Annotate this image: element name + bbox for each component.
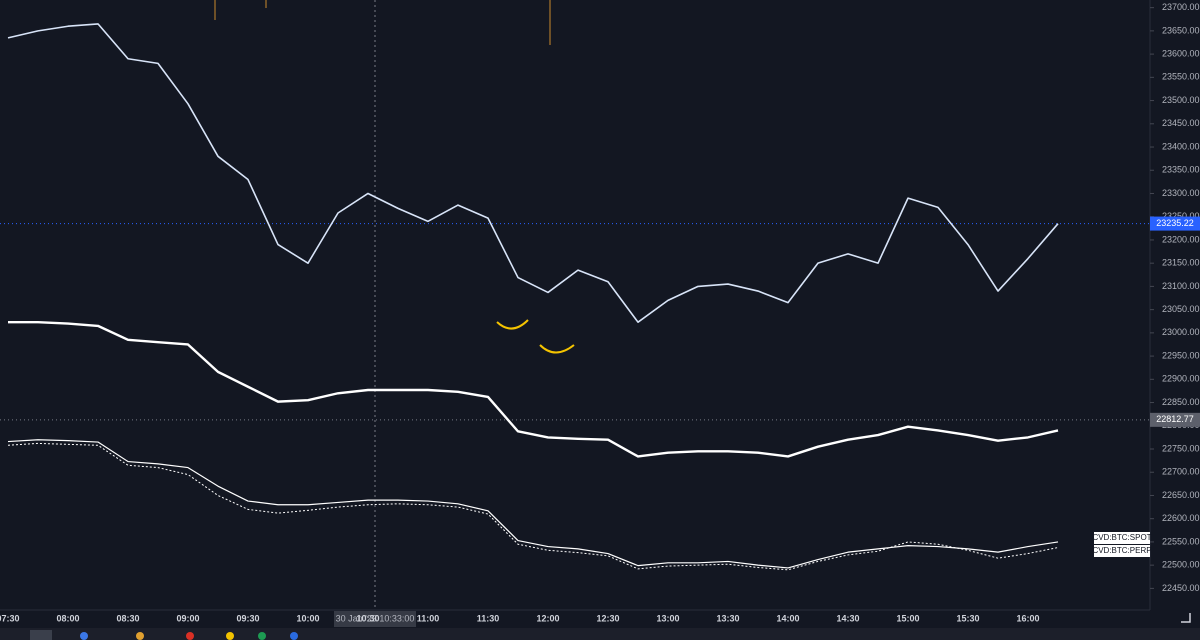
price-label-box — [1150, 216, 1200, 231]
plot — [0, 23, 1150, 571]
y-tick-label: 22700.00 — [1162, 467, 1200, 477]
x-tick-label: 10:30 — [356, 613, 379, 623]
crosshair-label: 30 Jan '23 10:33:00 — [336, 613, 415, 623]
crosshair-label-box — [334, 611, 416, 627]
taskbar-icon[interactable] — [80, 632, 88, 640]
x-tick-label: 09:30 — [236, 613, 259, 623]
annotation — [539, 344, 575, 354]
y-tick-label: 23250.00 — [1162, 211, 1200, 221]
x-tick-label: 07:30 — [0, 613, 20, 623]
x-tick-label: 14:30 — [836, 613, 859, 623]
x-tick-label: 08:30 — [116, 613, 139, 623]
legend-box — [1094, 545, 1150, 557]
taskbar-icon[interactable] — [136, 632, 144, 640]
y-tick-label: 23300.00 — [1162, 188, 1200, 198]
y-tick-label: 22450.00 — [1162, 583, 1200, 593]
resize-handle[interactable] — [1181, 613, 1191, 623]
taskbar-icon[interactable] — [186, 632, 194, 640]
y-tick-label: 23050.00 — [1162, 304, 1200, 314]
y-tick-label: 23650.00 — [1162, 25, 1200, 35]
x-tick-label: 10:00 — [296, 613, 319, 623]
y-tick-label: 23400.00 — [1162, 141, 1200, 151]
y-tick-label: 23100.00 — [1162, 281, 1200, 291]
x-tick-label: 16:00 — [1016, 613, 1039, 623]
y-tick-label: 23150.00 — [1162, 258, 1200, 268]
series-line — [8, 320, 1059, 458]
y-tick-label: 23600.00 — [1162, 48, 1200, 58]
taskbar-icon[interactable] — [258, 632, 266, 640]
x-tick-label: 11:30 — [477, 613, 500, 623]
series-line — [7, 439, 1059, 569]
taskbar — [0, 628, 1200, 640]
y-tick-label: 23450.00 — [1162, 118, 1200, 128]
legend-label: CVD:BTC:PERP — [1092, 546, 1151, 555]
series-line — [7, 442, 1059, 571]
y-tick-label: 22950.00 — [1162, 350, 1200, 360]
y-tick-label: 22550.00 — [1162, 536, 1200, 546]
y-tick-label: 23550.00 — [1162, 72, 1200, 82]
y-tick-label: 22500.00 — [1162, 560, 1200, 570]
x-tick-label: 11:00 — [417, 613, 440, 623]
y-tick-label: 23000.00 — [1162, 327, 1200, 337]
y-tick-label: 23200.00 — [1162, 234, 1200, 244]
annotation — [496, 319, 529, 330]
x-tick-label: 09:00 — [176, 613, 199, 623]
y-tick-label: 22650.00 — [1162, 490, 1200, 500]
y-tick-label: 23350.00 — [1162, 165, 1200, 175]
x-tick-label: 12:30 — [596, 613, 619, 623]
x-tick-label: 12:00 — [536, 613, 559, 623]
price-axis — [1150, 0, 1200, 628]
y-tick-label: 22850.00 — [1162, 397, 1200, 407]
price-label: 23235.22 — [1156, 218, 1194, 228]
price-label: 22812.77 — [1156, 414, 1194, 424]
y-tick-label: 23700.00 — [1162, 2, 1200, 12]
y-tick-label: 22750.00 — [1162, 443, 1200, 453]
x-tick-label: 15:30 — [956, 613, 979, 623]
x-tick-label: 14:00 — [776, 613, 799, 623]
legend-label: CVD:BTC:SPOT — [1092, 533, 1151, 542]
taskbar-icon[interactable] — [226, 632, 234, 640]
x-tick-label: 13:30 — [716, 613, 739, 623]
taskbar-icon[interactable] — [290, 632, 298, 640]
y-tick-label: 22600.00 — [1162, 513, 1200, 523]
legend-box — [1094, 532, 1150, 544]
price-label-box — [1150, 412, 1200, 427]
x-tick-label: 15:00 — [896, 613, 919, 623]
y-tick-label: 23500.00 — [1162, 95, 1200, 105]
taskbar-icon[interactable] — [30, 630, 52, 640]
x-tick-label: 13:00 — [656, 613, 679, 623]
x-tick-label: 08:00 — [56, 613, 79, 623]
y-tick-label: 22900.00 — [1162, 374, 1200, 384]
series-line — [7, 23, 1059, 323]
